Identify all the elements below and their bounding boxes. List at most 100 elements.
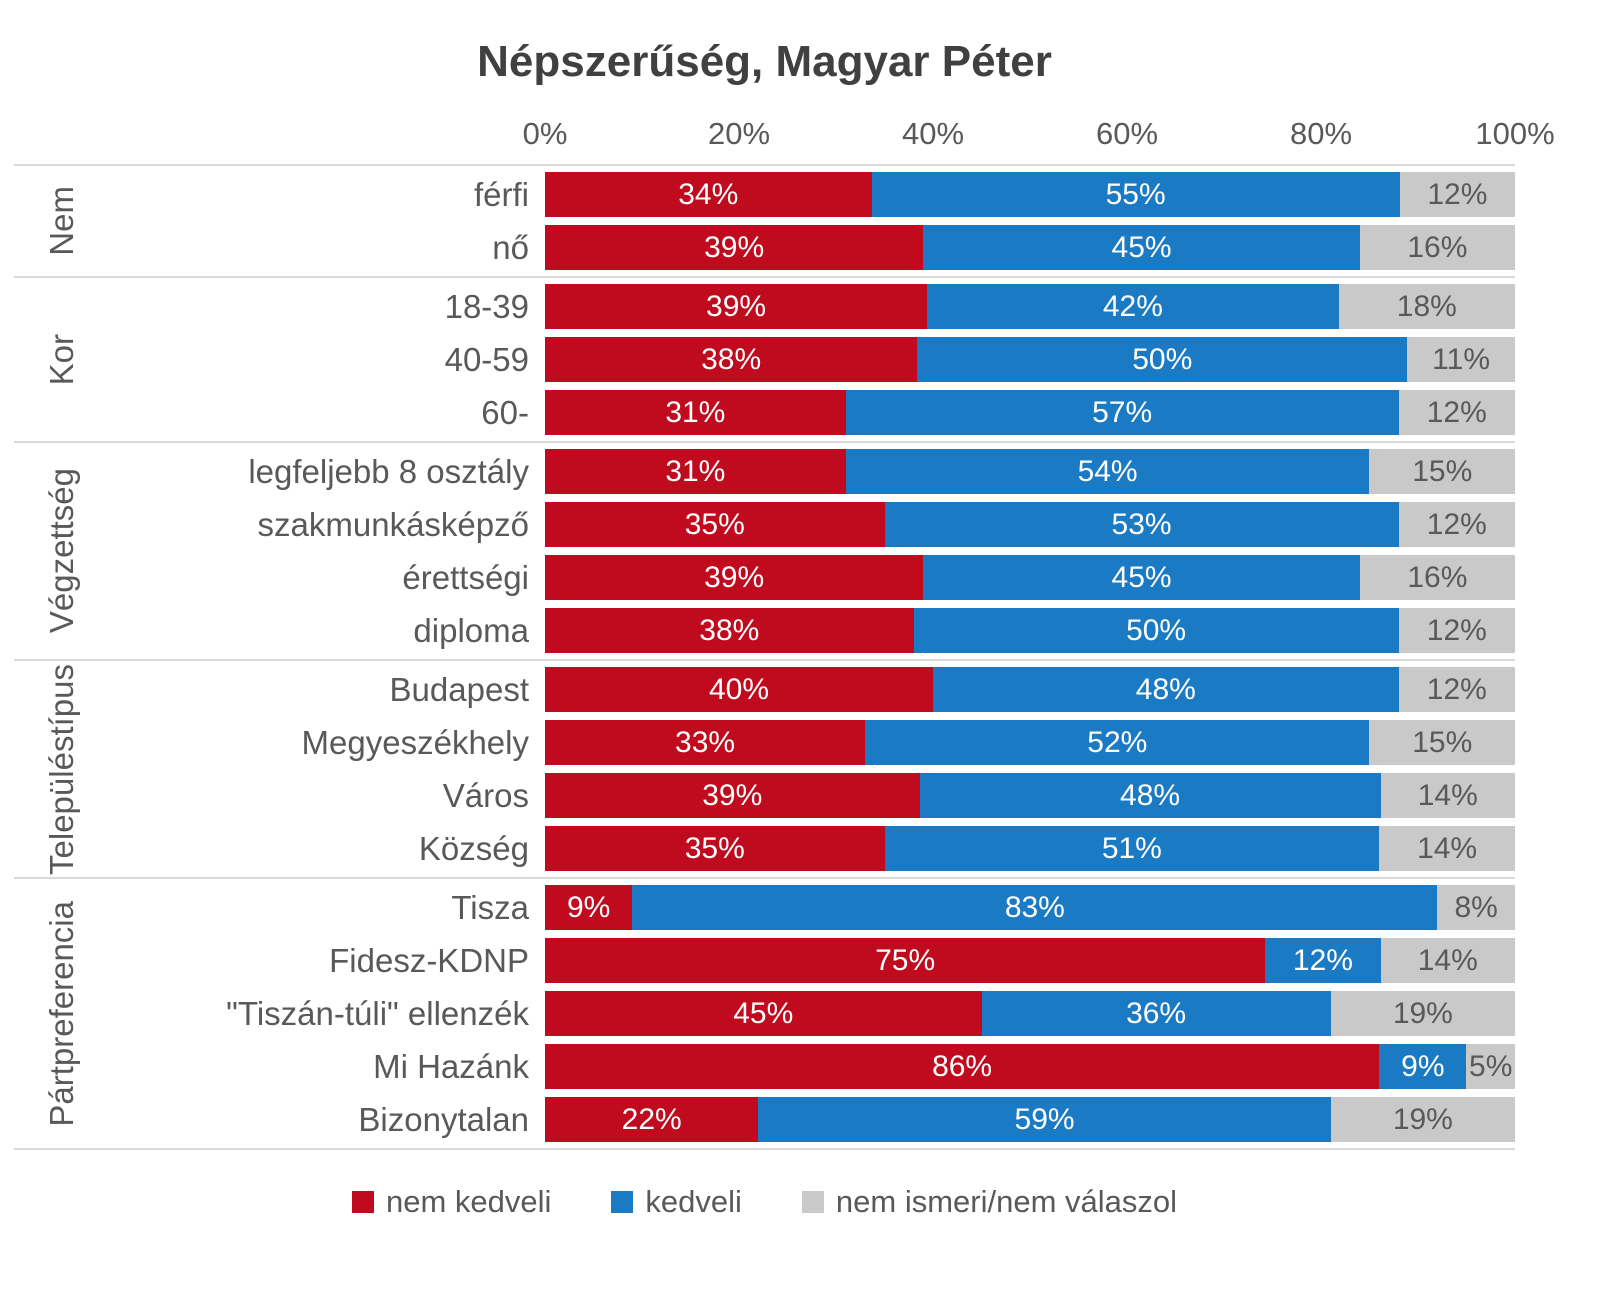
bar-track: 35% 53% 12% (545, 502, 1515, 547)
segment-nem-ismeri: 18% (1338, 284, 1515, 329)
bar-track: 40% 48% 12% (545, 667, 1515, 712)
segment-nem-ismeri: 12% (1398, 502, 1515, 547)
group-label-cell: Pártpreferencia (14, 879, 110, 1148)
segment-nem-kedveli: 35% (545, 502, 885, 547)
bar-track: 45% 36% 19% (545, 991, 1515, 1036)
segment-nem-kedveli: 38% (545, 337, 918, 382)
segment-nem-kedveli: 45% (545, 991, 982, 1036)
group-label: Végzettség (42, 468, 80, 634)
group-label-cell: Végzettség (14, 443, 110, 659)
row-label: nő (492, 228, 529, 266)
group-rows: legfeljebb 8 osztály 31% 54% 15% szakmunkásk… (110, 443, 1515, 659)
legend-label: kedveli (645, 1184, 742, 1219)
bar-track: 31% 54% 15% (545, 449, 1515, 494)
group-végzettség: Végzettség legfeljebb 8 osztály 31% 54% 15% s… (14, 441, 1515, 659)
bar-track: 39% 45% 16% (545, 225, 1515, 270)
bar-track: 22% 59% 19% (545, 1097, 1515, 1142)
x-axis: 0% 20% 40% 60% 80% 100% (14, 116, 1555, 164)
group-rows: Tisza 9% 83% 8% Fidesz-KDNP 75% 12% 14% "Tiszán-… (110, 879, 1515, 1148)
group-rows: férfi 34% 55% 12% nő 39% 45% 16% (110, 166, 1515, 276)
row-label: szakmunkásképző (257, 505, 529, 543)
segment-nem-ismeri: 15% (1369, 449, 1515, 494)
segment-nem-ismeri: 16% (1359, 225, 1515, 270)
bar-track: 35% 51% 14% (545, 826, 1515, 871)
group-nem: Nem férfi 34% 55% 12% nő 39% 45% 16% (14, 164, 1515, 276)
x-axis-tick: 0% (522, 116, 568, 151)
x-axis-tick: 40% (901, 116, 965, 151)
x-axis-ticks: 0% 20% 40% 60% 80% 100% (523, 116, 1555, 164)
bar-row: Város 39% 48% 14% (110, 769, 1515, 822)
bar-track: 39% 48% 14% (545, 773, 1515, 818)
segment-nem-ismeri: 19% (1330, 991, 1515, 1036)
legend-label: nem ismeri/nem válaszol (835, 1184, 1178, 1219)
segment-kedveli: 59% (758, 1097, 1331, 1142)
segment-kedveli: 57% (845, 390, 1399, 435)
bar-groups: Nem férfi 34% 55% 12% nő 39% 45% 16% Kor 18-39 39% 4… (14, 164, 1515, 1150)
segment-nem-kedveli: 33% (545, 720, 866, 765)
row-label: férfi (473, 175, 529, 213)
segment-nem-ismeri: 14% (1380, 938, 1515, 983)
bar-track: 75% 12% 14% (545, 938, 1515, 983)
group-kor: Kor 18-39 39% 42% 18% 40-59 38% 50% 11% 60- 31% 57%… (14, 276, 1515, 441)
bar-track: 38% 50% 12% (545, 608, 1515, 653)
bar-row: érettségi 39% 45% 16% (110, 551, 1515, 604)
segment-nem-kedveli: 22% (545, 1097, 759, 1142)
x-axis-tick: 20% (707, 116, 771, 151)
segment-nem-kedveli: 39% (545, 555, 924, 600)
bar-row: 18-39 39% 42% 18% (110, 280, 1515, 333)
segment-nem-ismeri: 5% (1466, 1044, 1515, 1089)
x-axis-tick: 80% (1289, 116, 1353, 151)
row-label: "Tiszán-túli" ellenzék (226, 994, 529, 1032)
group-településtípus: Településtípus Budapest 40% 48% 12% Megyeszék… (14, 659, 1515, 877)
segment-nem-kedveli: 31% (545, 449, 846, 494)
bar-row: Fidesz-KDNP 75% 12% 14% (110, 934, 1515, 987)
segment-kedveli: 51% (884, 826, 1380, 871)
row-label: Tisza (451, 888, 529, 926)
legend-swatch-nem-kedveli (351, 1191, 374, 1213)
row-label: Mi Hazánk (373, 1047, 529, 1085)
bar-track: 31% 57% 12% (545, 390, 1515, 435)
segment-nem-kedveli: 40% (545, 667, 933, 712)
segment-kedveli: 50% (913, 608, 1399, 653)
segment-nem-kedveli: 39% (545, 284, 928, 329)
bar-row: férfi 34% 55% 12% (110, 168, 1515, 221)
segment-nem-ismeri: 12% (1398, 390, 1515, 435)
bar-row: Mi Hazánk 86% 9% 5% (110, 1040, 1515, 1093)
segment-nem-kedveli: 75% (545, 938, 1266, 983)
segment-kedveli: 55% (871, 172, 1400, 217)
bar-row: Megyeszékhely 33% 52% 15% (110, 716, 1515, 769)
segment-nem-ismeri: 14% (1380, 773, 1515, 818)
group-rows: Budapest 40% 48% 12% Megyeszékhely 33% 52% 15% V… (110, 661, 1515, 877)
segment-nem-kedveli: 39% (545, 225, 924, 270)
bar-track: 39% 45% 16% (545, 555, 1515, 600)
row-label: 40-59 (444, 340, 529, 378)
segment-nem-ismeri: 11% (1407, 337, 1515, 382)
legend: nem kedveli kedveli nem ismeri/nem válaszo… (14, 1184, 1515, 1220)
row-label: Megyeszékhely (301, 723, 529, 761)
segment-nem-kedveli: 35% (545, 826, 885, 871)
legend-item-nem-kedveli: nem kedveli (351, 1184, 552, 1220)
bar-row: 40-59 38% 50% 11% (110, 333, 1515, 386)
row-label: 60- (481, 393, 529, 431)
bar-row: Község 35% 51% 14% (110, 822, 1515, 875)
segment-nem-ismeri: 16% (1359, 555, 1515, 600)
segment-nem-ismeri: 14% (1379, 826, 1515, 871)
group-label: Pártpreferencia (42, 900, 80, 1127)
segment-nem-kedveli: 34% (545, 172, 872, 217)
bar-row: nő 39% 45% 16% (110, 221, 1515, 274)
group-label-cell: Nem (14, 166, 110, 276)
bar-track: 9% 83% 8% (545, 885, 1515, 930)
segment-kedveli: 9% (1379, 1044, 1467, 1089)
legend-label: nem kedveli (385, 1184, 552, 1219)
segment-kedveli: 36% (981, 991, 1331, 1036)
segment-kedveli: 50% (917, 337, 1408, 382)
segment-kedveli: 45% (923, 225, 1360, 270)
chart-title: Népszerűség, Magyar Péter (477, 37, 1052, 86)
group-rows: 18-39 39% 42% 18% 40-59 38% 50% 11% 60- 31% 57% 12% (110, 278, 1515, 441)
bar-track: 39% 42% 18% (545, 284, 1515, 329)
row-label: érettségi (402, 558, 529, 596)
group-label: Településtípus (42, 663, 80, 875)
row-label: Bizonytalan (358, 1100, 529, 1138)
row-label: 18-39 (444, 287, 529, 325)
